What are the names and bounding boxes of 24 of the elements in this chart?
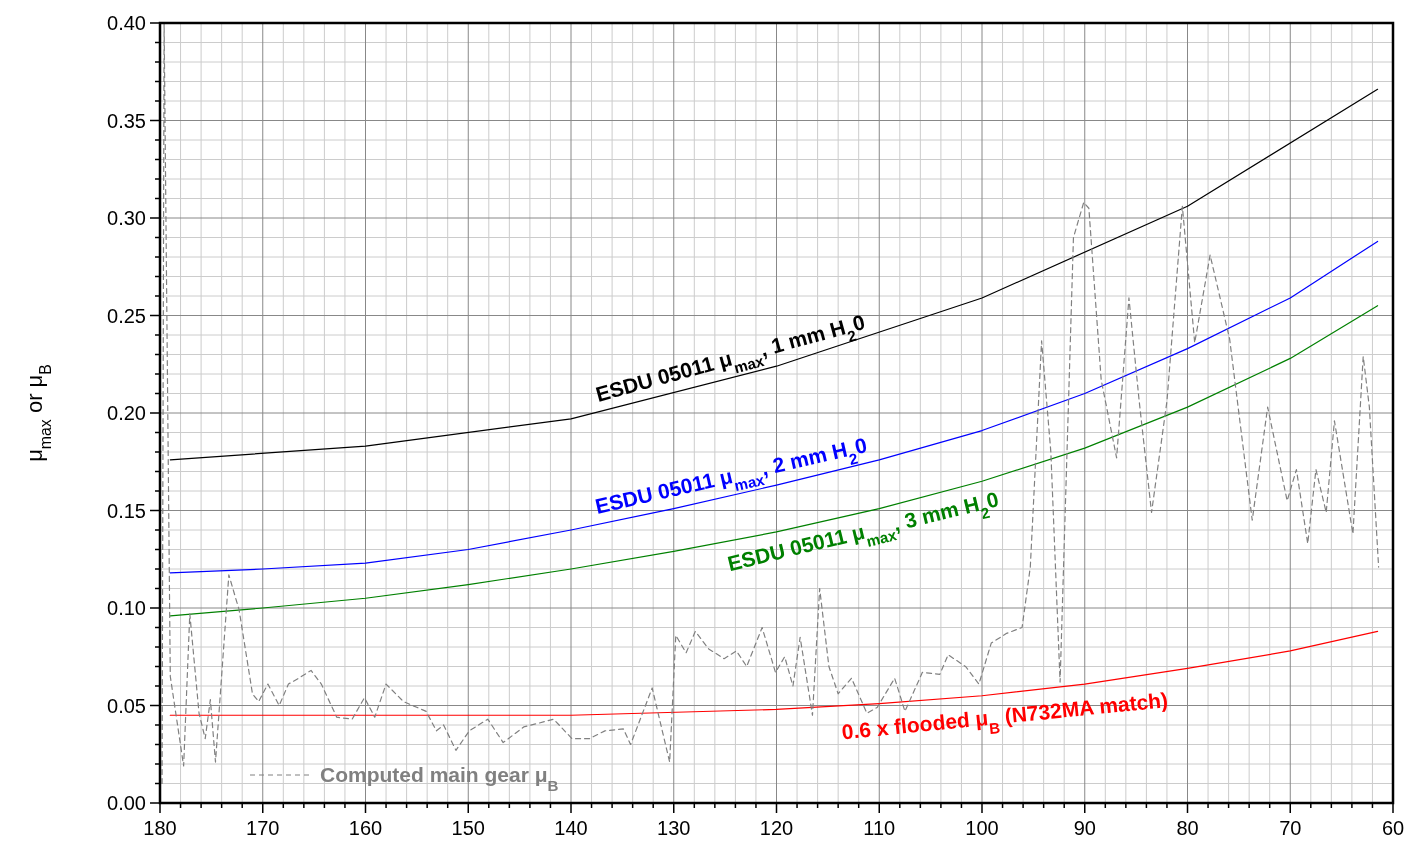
x-tick-label: 160 — [348, 817, 383, 839]
line-series — [169, 305, 1379, 617]
x-tick-label: 90 — [1073, 817, 1096, 839]
x-tick-label: 70 — [1279, 817, 1302, 839]
y-tick-label: 0.35 — [107, 109, 146, 132]
line-series — [169, 240, 1379, 574]
y-tick-label: 0.20 — [107, 402, 146, 424]
x-tick-label: 100 — [965, 817, 999, 839]
y-tick-label: 0.25 — [107, 304, 146, 327]
x-tick-label: 60 — [1381, 817, 1405, 839]
y-tick-label: 0.30 — [107, 207, 146, 229]
x-tick-label: 110 — [863, 817, 896, 839]
y-tick-label: 0.05 — [107, 694, 146, 717]
y-tick-label: 0.40 — [107, 12, 146, 34]
x-tick-label: 180 — [143, 817, 177, 839]
x-tick-label: 80 — [1176, 817, 1199, 839]
y-tick-label: 0.00 — [107, 792, 146, 814]
x-tick-label: 130 — [657, 817, 691, 839]
x-tick-label: 120 — [759, 817, 794, 839]
y-tick-label: 0.15 — [107, 499, 146, 522]
x-tick-label: 170 — [246, 817, 280, 839]
y-tick-label: 0.10 — [107, 597, 146, 619]
x-tick-label: 150 — [451, 817, 485, 839]
x-tick-label: 140 — [554, 817, 588, 839]
